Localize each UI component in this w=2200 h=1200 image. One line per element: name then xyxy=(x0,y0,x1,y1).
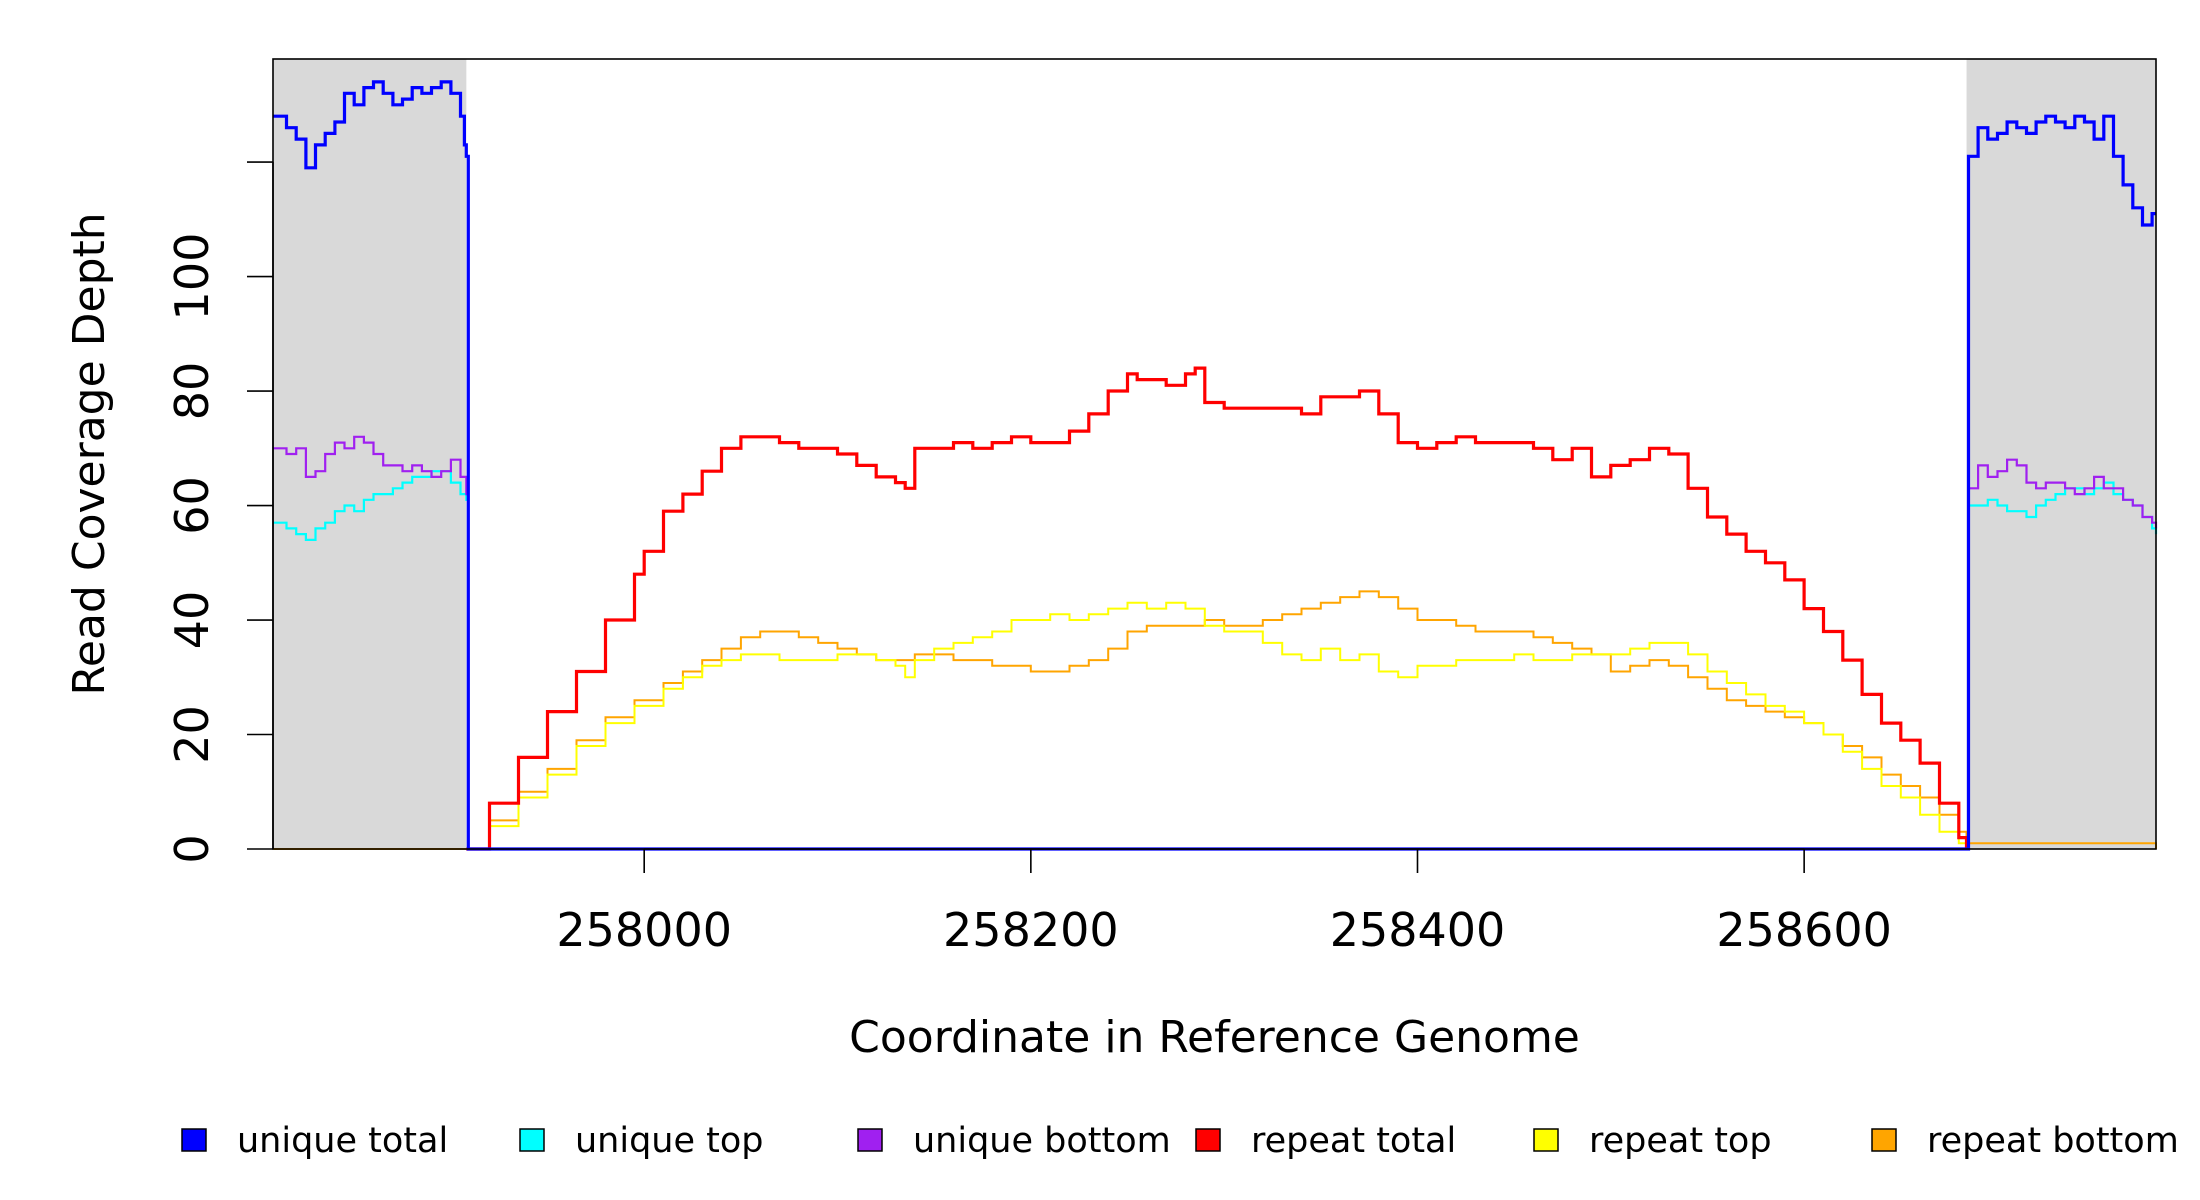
x-tick-label: 258400 xyxy=(1330,903,1506,957)
y-tick-label: 60 xyxy=(165,476,219,535)
legend-label: repeat bottom xyxy=(1927,1121,2179,1161)
series-line-unique-top xyxy=(273,470,2158,851)
series-line-repeat-total xyxy=(466,366,1969,851)
legend-item-unique-bottom: unique bottom xyxy=(857,1121,1171,1161)
x-axis: 258000 258200 258400 258600 xyxy=(556,848,1892,957)
legend-swatch xyxy=(1195,1128,1221,1152)
y-tick-label: 40 xyxy=(165,591,219,650)
x-tick-label: 258600 xyxy=(1716,903,1892,957)
legend-item-repeat-bottom: repeat bottom xyxy=(1871,1121,2179,1161)
legend-swatch xyxy=(181,1128,207,1152)
series-line-repeat-bottom xyxy=(273,590,2157,850)
legend-label: repeat total xyxy=(1251,1121,1456,1161)
legend-label: unique top xyxy=(575,1121,764,1161)
shaded-region-2 xyxy=(1966,59,2156,849)
shaded-regions xyxy=(273,59,2156,849)
series-lines xyxy=(273,80,2158,851)
x-tick-label: 258000 xyxy=(556,903,732,957)
legend-swatch xyxy=(1533,1128,1559,1152)
y-tick-label: 0 xyxy=(165,834,219,863)
x-axis-title: Coordinate in Reference Genome xyxy=(849,1012,1580,1063)
shaded-region-1 xyxy=(273,59,467,849)
x-tick-label: 258200 xyxy=(943,903,1119,957)
y-tick-label: 20 xyxy=(165,705,219,764)
y-axis: 0 20 40 60 80 100 xyxy=(165,161,274,864)
legend: unique total unique top unique bottom repea… xyxy=(181,1121,2179,1161)
y-tick-label: 80 xyxy=(165,362,219,421)
series-line-unique-bottom xyxy=(273,435,2158,851)
legend-item-repeat-top: repeat top xyxy=(1533,1121,1772,1161)
y-axis-title: Read Coverage Depth xyxy=(64,212,115,695)
legend-item-unique-top: unique top xyxy=(519,1121,764,1161)
legend-item-unique-total: unique total xyxy=(181,1121,448,1161)
y-tick-label: 100 xyxy=(165,233,219,321)
legend-swatch xyxy=(1871,1128,1897,1152)
legend-swatch xyxy=(857,1128,883,1152)
legend-label: unique bottom xyxy=(913,1121,1171,1161)
series-line-repeat-top xyxy=(466,601,1968,850)
legend-swatch xyxy=(519,1128,545,1152)
legend-label: repeat top xyxy=(1589,1121,1772,1161)
series-line-unique-total xyxy=(273,80,2156,851)
legend-label: unique total xyxy=(237,1121,448,1161)
legend-item-repeat-total: repeat total xyxy=(1195,1121,1456,1161)
plot-frame xyxy=(272,58,2157,850)
